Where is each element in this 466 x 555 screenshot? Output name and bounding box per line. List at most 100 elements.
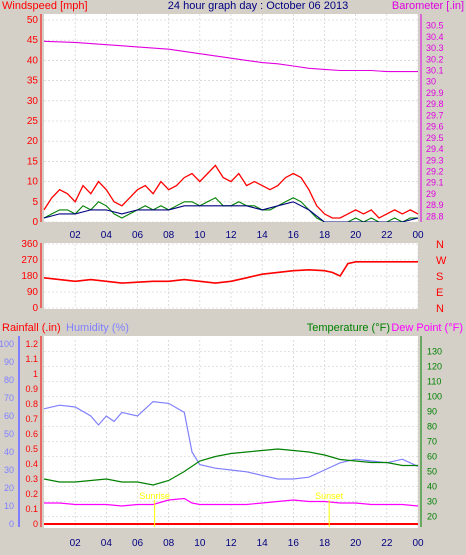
baro-tick-label: 29.4 [426,144,444,154]
humidity-tick-label: 10 [4,501,14,511]
time-tick-label: 04 [101,230,113,241]
time-tick-label: 08 [163,538,175,549]
weather-time-ticks: 02 04 06 08 10 12 14 16 18 20 22 00 [70,538,424,549]
compass-label: E [436,287,443,299]
wind-tick-label: 5 [32,197,38,208]
sunrise-label: Sunrise [139,491,170,501]
rain-tick-label: 0.4 [25,459,38,469]
wind-tick-label: 50 [27,15,39,26]
time-tick-label: 16 [288,538,300,549]
compass-label: N [436,239,444,251]
graph-title: 24 hour graph day : October 06 2013 [168,0,348,12]
humidity-tick-label: 60 [4,411,14,421]
time-tick-label: 00 [412,538,424,549]
rain-tick-label: 0.6 [25,429,38,439]
direction-tick-label: 180 [21,271,38,282]
humidity-tick-label: 70 [4,393,14,403]
direction-grid [44,243,419,309]
direction-tick-label: 0 [32,303,38,314]
humidity-tick-label: 40 [4,447,14,457]
baro-tick-label: 29.9 [426,88,444,98]
wind-tick-label: 35 [27,76,39,87]
temp-tick-label: 70 [427,437,437,447]
time-tick-label: 02 [70,538,82,549]
direction-series [43,260,418,284]
humidity-line [43,400,419,480]
humidity-tick-label: 50 [4,429,14,439]
temp-tick-label: 50 [427,467,437,477]
temp-tick-label: 120 [427,362,442,372]
compass-label: W [436,255,447,267]
temp-tick-label: 30 [427,497,437,507]
wind-tick-label: 25 [27,116,39,127]
time-tick-label: 12 [225,230,237,241]
baro-tick-label: 29 [426,189,436,199]
humidity-tick-label: 100 [0,339,14,349]
temp-tick-label: 40 [427,482,437,492]
humidity-tick-label: 80 [4,375,14,385]
gust-line [43,164,419,219]
rain-tick-label: 0.3 [25,474,38,484]
baro-tick-label: 30.3 [426,43,444,53]
rain-tick-label: 1.2 [25,339,38,349]
humidity-tick-label: 20 [4,483,14,493]
temp-tick-label: 130 [427,347,442,357]
temp-tick-label: 60 [427,452,437,462]
wind-tick-label: 0 [32,217,38,228]
temp-tick-label: 110 [427,377,441,387]
rain-axis: 0 0.1 0.2 0.3 0.4 0.5 0.6 0.7 0.8 0.9 1 1.1 1.2 [25,336,42,529]
compass-label: N [436,303,444,315]
temperature-line [43,448,418,486]
wind-tick-label: 20 [27,136,39,147]
baro-axis: 28.828.92929.129.229.329.429.529.629.729… [420,14,444,222]
wind-tick-label: 15 [27,156,39,167]
wind-axis: 0 5 10 15 20 25 30 35 40 45 50 [27,14,42,228]
dew_point-line [44,497,419,507]
baro-tick-label: 30.5 [426,21,444,31]
rain-tick-label: 0.9 [25,384,38,394]
time-tick-label: 20 [350,230,362,241]
rain-tick-label: 0 [33,519,38,529]
baro-tick-label: 29.1 [426,178,444,188]
humidity-axis: 0 10 20 30 40 50 60 70 80 90 100 [0,336,20,529]
wind-tick-label: 30 [27,96,39,107]
direction-tick-label: 90 [27,287,39,298]
humidity-tick-label: 30 [4,465,14,475]
temperature-label: Temperature (°F) [307,322,390,334]
time-tick-label: 08 [163,230,175,241]
weather-series [43,400,419,525]
baro-tick-label: 30.1 [426,66,444,76]
wind-time-ticks: 02 04 06 08 10 12 14 16 18 20 22 00 [70,230,424,241]
rain-tick-label: 0.7 [25,414,38,424]
rain-tick-label: 0.8 [25,399,38,409]
time-tick-label: 22 [381,230,393,241]
time-tick-label: 18 [319,230,331,241]
sunset-label: Sunset [315,491,344,501]
direction-line [43,260,418,284]
baro-tick-label: 28.9 [426,200,444,210]
time-tick-label: 18 [319,538,331,549]
time-tick-label: 02 [70,230,82,241]
compass-label: S [436,271,443,283]
time-tick-label: 00 [412,230,424,241]
baro-tick-label: 29.6 [426,122,444,132]
dew-point-label: Dew Point (°F) [391,322,463,334]
wind-plot-grid [44,14,419,223]
temp-tick-label: 20 [427,512,437,522]
wind-tick-label: 10 [27,177,39,188]
direction-tick-label: 270 [21,255,38,266]
direction-axis: 0 90 180 270 360 [21,239,42,314]
temperature-axis: 20 30 40 50 60 70 80 90 100 110 120 130 [420,336,442,527]
baro-tick-label: 29.2 [426,167,444,177]
rain-tick-label: 0.5 [25,444,38,454]
time-tick-label: 14 [257,538,269,549]
time-tick-label: 22 [381,538,393,549]
time-tick-label: 14 [257,230,269,241]
baro-tick-label: 29.3 [426,155,444,165]
time-tick-label: 12 [225,538,237,549]
baro-tick-label: 29.5 [426,133,444,143]
time-tick-label: 10 [194,230,206,241]
rain-tick-label: 1.1 [25,354,38,364]
sun-markers: Sunrise Sunset [139,491,344,527]
